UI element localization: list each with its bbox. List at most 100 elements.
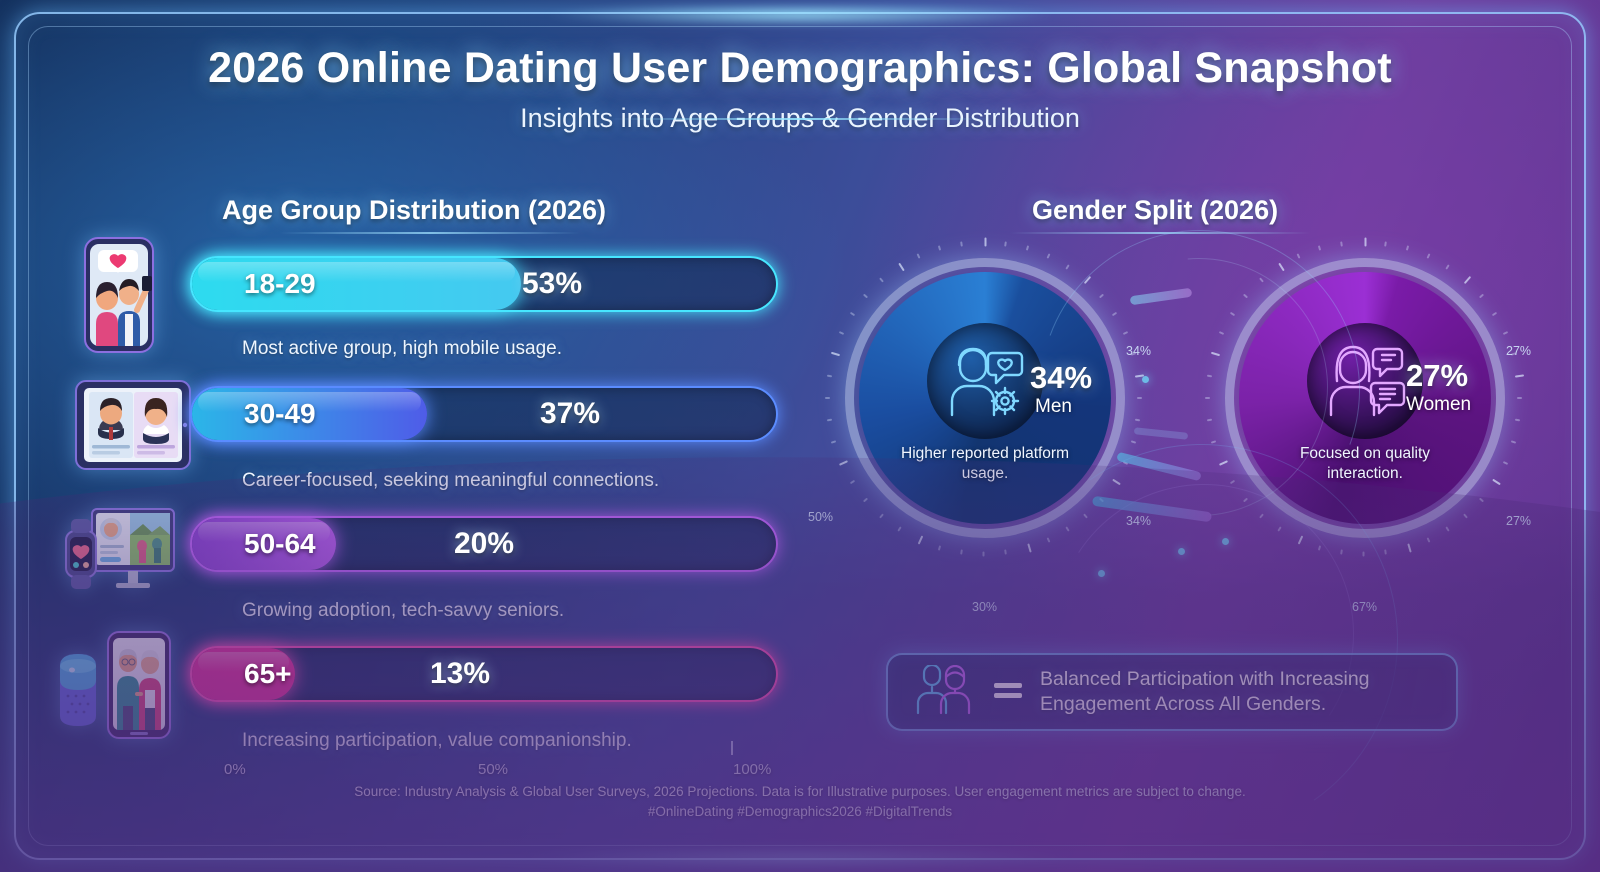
dial-tick [1317,544,1322,551]
dial-tick [1004,549,1008,556]
axis-mark-100 [731,741,733,755]
dial-tick [1510,440,1516,444]
footer: Source: Industry Analysis & Global User … [0,782,1600,823]
age-bar-percent: 13% [430,657,491,690]
dial-tick [1463,513,1469,519]
donut-dial [845,258,1125,538]
dial-tick [1492,479,1502,486]
donut-outer-ring [845,258,1125,538]
dial-tick [897,262,905,272]
dial-tick [863,293,869,299]
footer-hashtags: #OnlineDating #Demographics2026 #Digital… [647,804,953,820]
dial-tick [831,351,841,357]
male-avatar-chat-gear-icon [927,323,1043,440]
dial-tick [1206,418,1212,422]
age-bar-percent: 20% [454,527,515,560]
age-section-title: Age Group Distribution (2026) [222,195,607,225]
dial-tick [839,460,849,466]
dial-tick [1112,311,1118,316]
gender-donut-men: 34% Men Higher reported platform usage. 50%… [808,237,1151,614]
dial-tick [1218,331,1225,336]
donut-percent: 27% [1406,358,1469,393]
dial-tick [1317,245,1322,252]
dial-tick [1515,418,1521,422]
hud-glow-dot [1222,538,1229,545]
dial-tick-label: 27% [1506,514,1532,528]
age-bar-fill [192,388,427,440]
dial-tick [1130,440,1136,444]
desktop-smartwatch-seniors-icon [58,496,176,614]
dial-tick [1339,549,1343,556]
dial-tick [1492,311,1498,316]
tablet-profile-cards-icon [74,366,192,484]
dial-tick [1258,277,1264,283]
dial-tick-label: 34% [1126,344,1152,358]
age-bar-description: Most active group, high mobile usage. [242,338,563,359]
dial-tick [982,551,985,557]
dial-tick [1243,293,1249,299]
smart-speaker-tablet-elderly-icon [54,626,172,744]
dial-tick [1426,537,1431,543]
dial-tick [1276,526,1282,532]
page-title: 2026 Online Dating User Demographics: Gl… [208,44,1392,92]
age-bar-track: 65+ 13% [190,646,778,702]
dial-tick-label: 30% [972,600,998,614]
dial-tick [1517,397,1522,399]
dial-tick [984,237,987,247]
dial-tick [1478,293,1484,299]
dial-tick [1426,253,1431,259]
dial-tick [1277,262,1285,272]
dial-tick [1384,240,1388,247]
female-avatar-chat-bubbles-icon [1307,323,1423,440]
dial-tick [1364,237,1367,247]
age-bar-fill [192,258,521,310]
dial-tick [849,480,855,485]
dial-tick [1065,264,1071,270]
dial-tick [878,513,884,519]
axis-tick-0: 0% [224,761,246,778]
age-bar-description: Career-focused, seeking meaningful conne… [242,470,660,491]
hud-decorative-segment [1133,427,1189,440]
dial-tick-label: 27% [1506,344,1532,358]
age-bar-row: 50-64 20% Growing adoption, tech-savvy sen… [0,500,800,630]
dial-tick [1137,397,1142,399]
bottom-glow [520,848,1080,868]
dial-tick [916,253,921,259]
dial-tick [1296,253,1301,259]
dial-tick [1122,331,1129,336]
hud-glow-dot [1098,570,1105,577]
dial-tick [917,535,924,545]
age-bar-row: 65+ 13% Increasing participation, value co… [0,630,800,760]
age-section-divider [280,232,580,234]
dial-tick-label: 34% [1126,514,1152,528]
age-bar-percent: 53% [522,267,583,300]
donut-caption: Focused on quality interaction. [1299,445,1431,482]
dial-tick [1407,543,1412,553]
dial-tick [1206,374,1212,378]
dial-tick [878,277,884,283]
dial-tick [1502,460,1509,465]
equals-icon [992,678,1024,707]
age-bar-track: 18-29 53% [190,256,778,312]
hud-glow-dot [1178,548,1185,555]
smartphone-couple-selfie-icon [60,236,178,354]
gender-donut-women: 27% Women Focused on quality interaction. 2… [1205,237,1531,614]
dial-tick [1083,276,1092,285]
donut-gender-label: Men [1035,396,1072,417]
dial-tick [959,240,963,247]
age-bar-row: 30-49 37% Career-focused, seeking meaningf… [0,370,800,500]
dial-tick [838,331,845,336]
dial-tick [826,418,832,422]
dial-tick [1243,497,1249,503]
dial-tick [1112,479,1122,486]
dial-tick [937,245,942,252]
dial-tick [1046,253,1051,259]
hud-glow-dot [1142,376,1149,383]
dial-tick [959,549,963,556]
axis-tick-100: 100% [733,761,772,778]
dial-tick [1502,331,1509,336]
dial-tick [1046,537,1051,543]
donut-dial [1225,258,1505,538]
dial-tick [1098,293,1104,299]
top-glow [540,4,1060,26]
